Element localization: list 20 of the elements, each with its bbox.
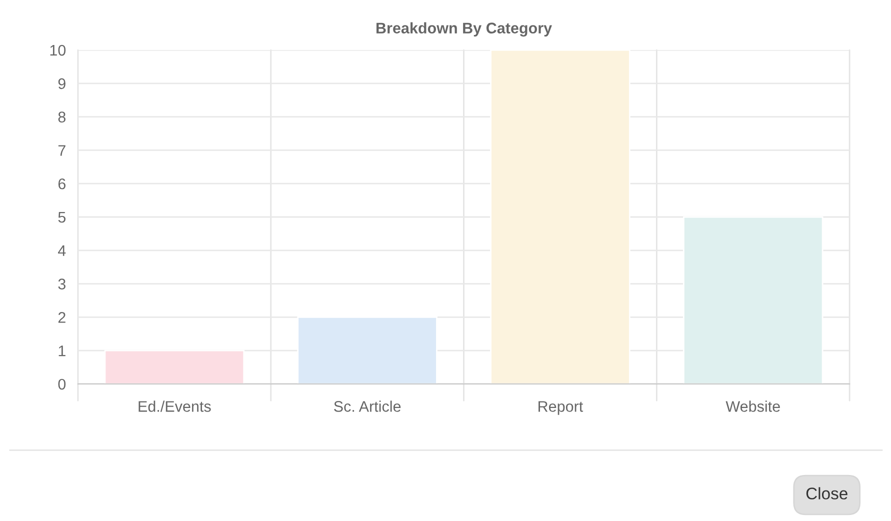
y-tick-label: 6 — [58, 178, 66, 190]
y-tick-label: 7 — [58, 145, 66, 156]
bar — [104, 350, 245, 384]
y-tick-label: 4 — [58, 245, 66, 256]
y-tick-label: 3 — [58, 278, 66, 290]
y-tick-label: 2 — [58, 312, 66, 323]
y-tick-label: 1 — [58, 346, 66, 356]
bar — [490, 50, 630, 384]
y-tick-label: 10 — [50, 44, 66, 56]
text: Close — [806, 487, 848, 500]
y-tick-label: 8 — [58, 112, 66, 122]
y-tick-label: 9 — [58, 78, 66, 90]
x-tick-label: Sc. Article — [334, 400, 401, 412]
y-tick-label: 0 — [58, 378, 66, 390]
chart-title: Breakdown By Category — [376, 22, 552, 37]
y-tick-label: 5 — [58, 212, 66, 223]
x-tick-label: Report — [538, 401, 584, 415]
bar — [297, 316, 438, 384]
x-tick-label: Ed./Events — [138, 400, 211, 412]
x-tick-label: Website — [726, 400, 780, 412]
